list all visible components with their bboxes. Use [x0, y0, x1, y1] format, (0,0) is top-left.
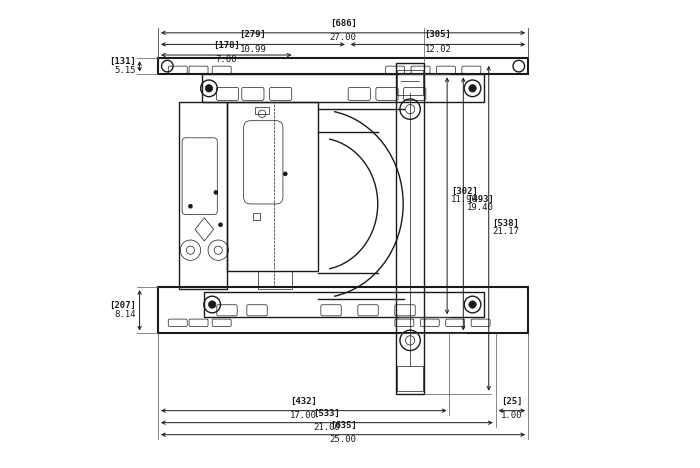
Text: [432]: [432] — [290, 396, 317, 406]
Bar — [253, 213, 260, 220]
Circle shape — [218, 222, 223, 227]
Circle shape — [214, 190, 218, 195]
Bar — [397, 70, 423, 95]
Text: [635]: [635] — [330, 421, 356, 430]
Text: [178]: [178] — [213, 41, 239, 50]
Text: 8.14: 8.14 — [114, 309, 136, 319]
Bar — [202, 74, 484, 102]
Text: [25]: [25] — [501, 396, 523, 406]
Text: 12.02: 12.02 — [424, 45, 452, 54]
Circle shape — [188, 204, 193, 209]
Text: [131]: [131] — [109, 57, 136, 66]
Text: 5.15: 5.15 — [114, 66, 136, 74]
Text: [538]: [538] — [492, 219, 519, 228]
Text: 21.00: 21.00 — [314, 423, 340, 432]
Text: [686]: [686] — [330, 19, 356, 28]
Bar — [396, 63, 424, 394]
Text: [279]: [279] — [239, 30, 266, 39]
Text: [302]: [302] — [451, 187, 477, 196]
Text: 7.00: 7.00 — [216, 56, 237, 65]
Bar — [258, 271, 292, 290]
Text: 19.40: 19.40 — [467, 203, 494, 212]
Text: [305]: [305] — [424, 30, 452, 39]
Text: [207]: [207] — [109, 301, 136, 310]
Circle shape — [283, 172, 288, 176]
Text: 25.00: 25.00 — [330, 435, 356, 444]
Bar — [158, 287, 528, 333]
Circle shape — [205, 85, 213, 92]
Text: 11.90: 11.90 — [451, 195, 477, 204]
Circle shape — [209, 301, 216, 308]
Bar — [397, 366, 423, 391]
Circle shape — [469, 301, 476, 308]
Text: 21.17: 21.17 — [492, 227, 519, 236]
Bar — [228, 102, 318, 271]
Circle shape — [469, 85, 476, 92]
Bar — [256, 107, 269, 114]
Text: 1.00: 1.00 — [501, 411, 523, 420]
Text: 10.99: 10.99 — [239, 45, 266, 54]
Bar — [204, 292, 484, 317]
Bar — [158, 58, 528, 74]
Text: [493]: [493] — [467, 195, 494, 204]
Text: 17.00: 17.00 — [290, 411, 317, 420]
Bar — [179, 102, 228, 290]
Text: [533]: [533] — [314, 409, 340, 417]
Text: 27.00: 27.00 — [330, 33, 356, 42]
